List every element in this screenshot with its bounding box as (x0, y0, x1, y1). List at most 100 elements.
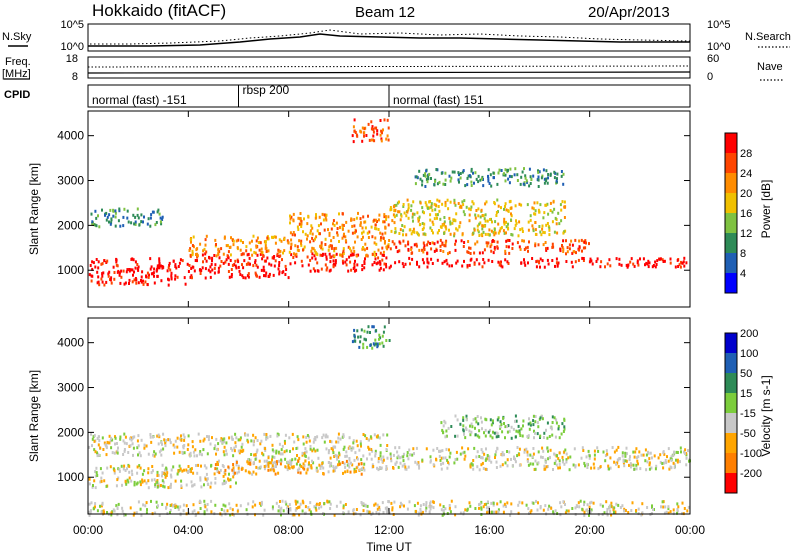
heatmap-cell (217, 459, 220, 463)
heatmap-cell (534, 209, 537, 213)
heatmap-cell (139, 480, 142, 484)
heatmap-cell (628, 463, 630, 467)
heatmap-cell (374, 338, 377, 342)
heatmap-cell (658, 257, 661, 261)
heatmap-cell (502, 416, 505, 420)
heatmap-cell (344, 454, 347, 458)
heatmap-cell (604, 454, 607, 457)
heatmap-cell (659, 460, 662, 464)
heatmap-cell (158, 435, 161, 439)
heatmap-cell (646, 262, 649, 266)
heatmap-cell (501, 430, 504, 434)
heatmap-cell (342, 234, 345, 238)
heatmap-cell (444, 171, 447, 175)
heatmap-cell (409, 453, 412, 457)
heatmap-cell (398, 232, 401, 235)
heatmap-cell (177, 469, 180, 472)
heatmap-cell (493, 231, 496, 234)
heatmap-cell (506, 238, 509, 242)
heatmap-cell (423, 222, 426, 226)
heatmap-cell (636, 261, 639, 265)
heatmap-cell (394, 227, 397, 231)
heatmap-cell (233, 263, 236, 267)
heatmap-cell (683, 264, 686, 268)
heatmap-cell (263, 465, 266, 468)
station-title: Hokkaido (fitACF) (92, 1, 226, 20)
heatmap-cell (431, 262, 434, 265)
heatmap-cell (383, 213, 386, 217)
heatmap-cell (555, 257, 558, 261)
heatmap-cell (534, 420, 537, 424)
heatmap-cell (209, 275, 212, 279)
heatmap-cell (432, 463, 435, 467)
heatmap-cell (321, 436, 324, 440)
heatmap-cell (263, 508, 266, 512)
heatmap-cell (539, 505, 542, 508)
heatmap-cell (629, 462, 632, 466)
heatmap-cell (350, 461, 352, 465)
heatmap-cell (510, 425, 513, 429)
heatmap-cell (664, 505, 667, 509)
heatmap-cell (396, 250, 399, 254)
heatmap-cell (140, 513, 143, 517)
heatmap-cell (629, 465, 632, 469)
heatmap-cell (292, 513, 295, 517)
heatmap-cell (199, 439, 202, 443)
heatmap-cell (190, 237, 193, 241)
heatmap-cell (393, 500, 396, 504)
heatmap-cell (563, 450, 566, 454)
heatmap-cell (522, 424, 524, 428)
heatmap-cell (493, 510, 495, 514)
heatmap-cell (351, 340, 354, 344)
heatmap-cell (196, 254, 199, 258)
heatmap-cell (322, 466, 325, 470)
heatmap-cell (353, 467, 356, 471)
heatmap-cell (491, 240, 494, 243)
heatmap-cell (193, 269, 196, 273)
heatmap-cell (214, 238, 217, 242)
heatmap-cell (320, 246, 323, 250)
heatmap-cell (625, 459, 628, 463)
heatmap-cell (577, 463, 580, 467)
heatmap-cell (169, 485, 172, 489)
heatmap-cell (271, 467, 273, 471)
heatmap-cell (342, 224, 345, 227)
heatmap-cell (261, 257, 264, 261)
heatmap-cell (96, 474, 99, 477)
heatmap-cell (608, 258, 611, 262)
heatmap-cell (147, 275, 150, 279)
heatmap-cell (534, 459, 537, 463)
heatmap-cell (115, 484, 118, 488)
heatmap-cell (456, 228, 459, 232)
heatmap-cell (314, 257, 317, 261)
heatmap-cell (396, 450, 399, 454)
heatmap-cell (234, 264, 237, 268)
heatmap-cell (535, 499, 537, 503)
heatmap-cell (544, 460, 547, 464)
heatmap-cell (503, 453, 505, 457)
heatmap-cell (113, 509, 116, 513)
heatmap-cell (367, 214, 369, 218)
heatmap-cell (534, 212, 537, 216)
heatmap-cell (376, 132, 379, 136)
heatmap-cell (352, 125, 355, 129)
heatmap-cell (553, 461, 556, 465)
heatmap-cell (341, 236, 344, 240)
heatmap-cell (133, 435, 136, 439)
heatmap-cell (129, 506, 132, 510)
heatmap-cell (405, 233, 408, 237)
heatmap-cell (338, 451, 341, 455)
heatmap-cell (246, 253, 249, 257)
heatmap-cell (381, 501, 384, 505)
heatmap-cell (459, 221, 462, 225)
heatmap-cell (510, 457, 512, 461)
heatmap-cell (299, 212, 302, 215)
heatmap-cell (205, 234, 208, 238)
heatmap-cell (114, 224, 117, 228)
heatmap-cell (187, 465, 190, 468)
heatmap-cell (480, 448, 483, 452)
heatmap-cell (327, 470, 330, 474)
heatmap-cell (236, 471, 239, 475)
heatmap-cell (386, 508, 389, 512)
heatmap-cell (307, 263, 310, 267)
